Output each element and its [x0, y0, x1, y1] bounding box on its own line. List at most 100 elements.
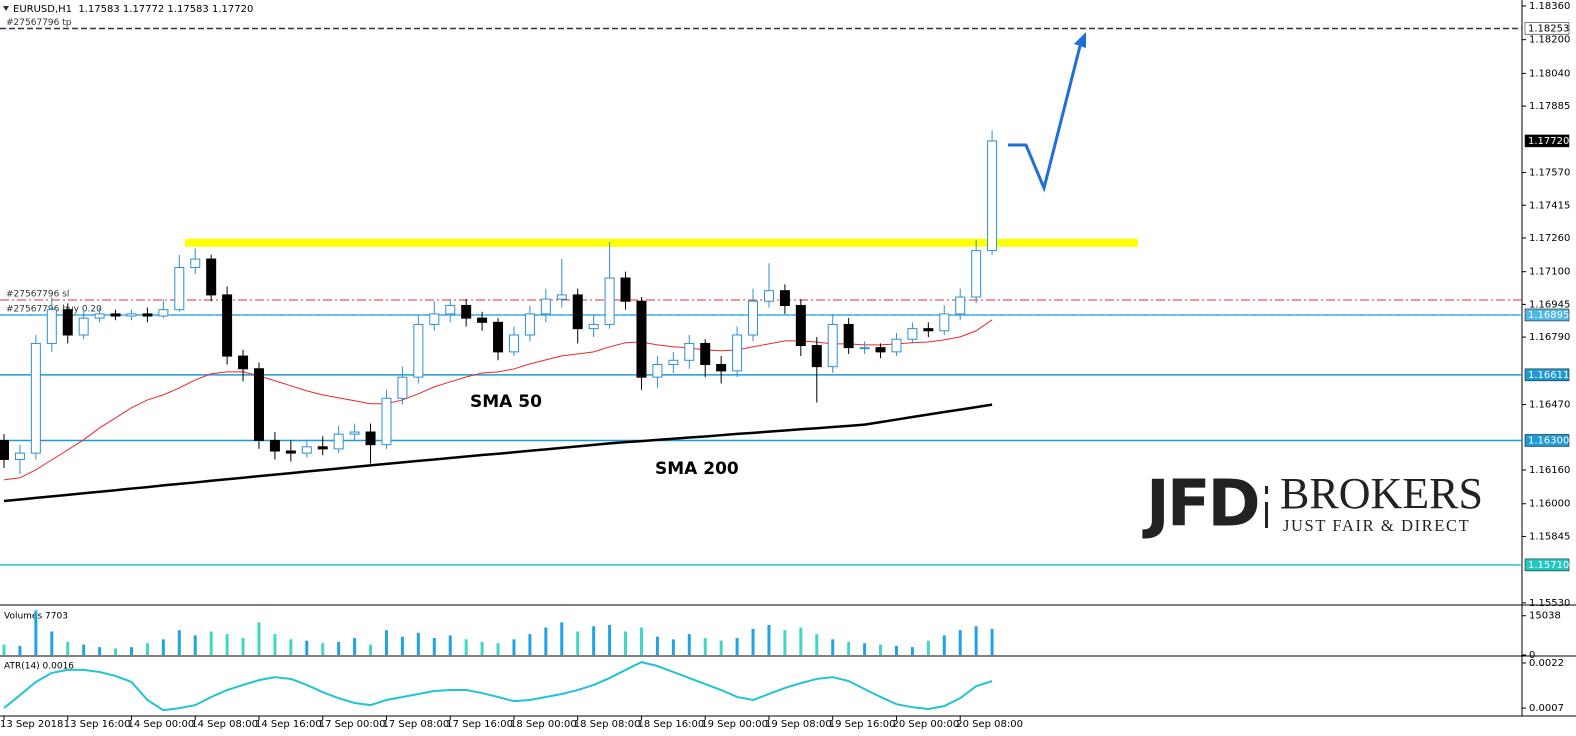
y-tick-label: 1.17260 — [1529, 233, 1570, 244]
y-tick-label: 1.18200 — [1529, 35, 1570, 46]
candle-body — [445, 304, 456, 315]
x-tick-label: 13 Sep 2018 — [0, 719, 63, 730]
y-tick-label: 1.15845 — [1529, 531, 1570, 542]
y-tick-label: 1.16160 — [1529, 465, 1570, 476]
candle-body — [94, 313, 105, 319]
candle-body — [126, 313, 137, 317]
candle-body — [253, 368, 264, 441]
y-tick-label: 0.0007 — [1529, 703, 1564, 714]
logo-brand: BROKERS — [1280, 469, 1483, 518]
candle-body — [222, 294, 233, 357]
collapse-icon — [3, 6, 9, 11]
candle-body — [636, 300, 647, 378]
y-tick-label: 1.17570 — [1529, 168, 1570, 179]
candle-body — [588, 323, 599, 330]
candle-body — [238, 355, 249, 370]
y-tick-label: 1.16790 — [1529, 332, 1570, 343]
atr-line — [3, 661, 993, 712]
level-label-box — [1524, 368, 1570, 382]
candle-body — [763, 290, 774, 302]
candle-body — [652, 364, 663, 378]
level-label: 1.17720 — [1528, 136, 1569, 147]
candle-body — [971, 250, 982, 298]
level-label: 1.16300 — [1528, 435, 1569, 446]
y-tick-label: 1.18040 — [1529, 68, 1570, 79]
candle-body — [732, 334, 743, 372]
x-tick-label: 18 Sep 00:00 — [510, 719, 577, 730]
candle-body — [955, 296, 966, 315]
candle-body — [540, 298, 551, 315]
candle-body — [190, 258, 201, 268]
y-tick-label: 0.0022 — [1529, 658, 1564, 669]
candle-body — [891, 338, 902, 353]
x-tick-label: 13 Sep 16:00 — [64, 719, 131, 730]
x-tick-label: 14 Sep 08:00 — [191, 719, 258, 730]
level-label-box — [1524, 558, 1570, 572]
candle-body — [461, 304, 472, 319]
y-tick-label: 1.18360 — [1529, 1, 1570, 12]
candle-body — [987, 140, 998, 252]
candle-body — [0, 439, 9, 460]
candle-body — [923, 328, 934, 332]
level-label-box — [1524, 308, 1570, 322]
candle-body — [110, 313, 121, 317]
candle-body — [684, 342, 695, 361]
candle-body — [748, 300, 759, 336]
x-tick-label: 18 Sep 16:00 — [637, 719, 704, 730]
x-tick-label: 17 Sep 16:00 — [446, 719, 513, 730]
level-label-box — [1524, 22, 1570, 35]
y-tick-label: 15038 — [1529, 611, 1561, 622]
candle-body — [62, 309, 73, 336]
candle-body — [413, 323, 424, 378]
candle-body — [317, 446, 328, 450]
level-label: 1.18253 — [1528, 23, 1569, 34]
x-tick-label: 14 Sep 00:00 — [127, 719, 194, 730]
candle-body — [668, 359, 679, 366]
x-tick-label: 14 Sep 16:00 — [255, 719, 322, 730]
x-tick-label: 19 Sep 00:00 — [701, 719, 768, 730]
candle-body — [716, 364, 727, 372]
candle-body — [381, 397, 392, 446]
sma50-label: SMA 50 — [470, 392, 542, 412]
level-label-box — [1524, 134, 1570, 148]
candle-body — [700, 342, 711, 366]
y-tick-label: 1.16470 — [1529, 400, 1570, 411]
y-tick-label: 1.16000 — [1529, 499, 1570, 510]
panel-title: ATR(14) 0.0016 — [4, 662, 74, 672]
x-tick-label: 20 Sep 00:00 — [892, 719, 959, 730]
x-tick-label: 18 Sep 08:00 — [574, 719, 641, 730]
candle-body — [556, 294, 567, 300]
candle-body — [859, 347, 870, 350]
candle-body — [206, 258, 217, 296]
sma200-label: SMA 200 — [655, 459, 739, 479]
sma-line — [3, 319, 993, 481]
candle-body — [524, 313, 535, 336]
candle-body — [811, 345, 822, 368]
projection-arrow — [1008, 45, 1082, 193]
candle-body — [269, 439, 280, 452]
level-label-box — [1524, 434, 1570, 447]
level-label: 1.16611 — [1528, 370, 1569, 381]
candle-body — [843, 323, 854, 349]
candle-body — [572, 294, 583, 330]
y-tick-label: 1.16945 — [1529, 299, 1570, 310]
candle-body — [795, 304, 806, 347]
candle-body — [333, 433, 344, 450]
candle-body — [907, 328, 918, 340]
logo-divider — [1265, 502, 1268, 528]
order-label: #27567796 sl — [6, 289, 69, 299]
level-label: 1.15710 — [1528, 560, 1569, 571]
candle-body — [158, 309, 169, 317]
sma-line — [3, 403, 993, 503]
candle-body — [493, 321, 504, 353]
x-tick-label: 17 Sep 00:00 — [319, 719, 386, 730]
order-label: #27567796 tp — [6, 18, 72, 28]
logo-name: JFD — [1142, 468, 1258, 542]
candle-body — [174, 266, 185, 311]
y-tick-label: 1.17885 — [1529, 101, 1570, 112]
arrow-head — [1074, 32, 1086, 48]
y-tick-label: 0 — [1529, 650, 1535, 661]
candle-body — [14, 452, 25, 460]
